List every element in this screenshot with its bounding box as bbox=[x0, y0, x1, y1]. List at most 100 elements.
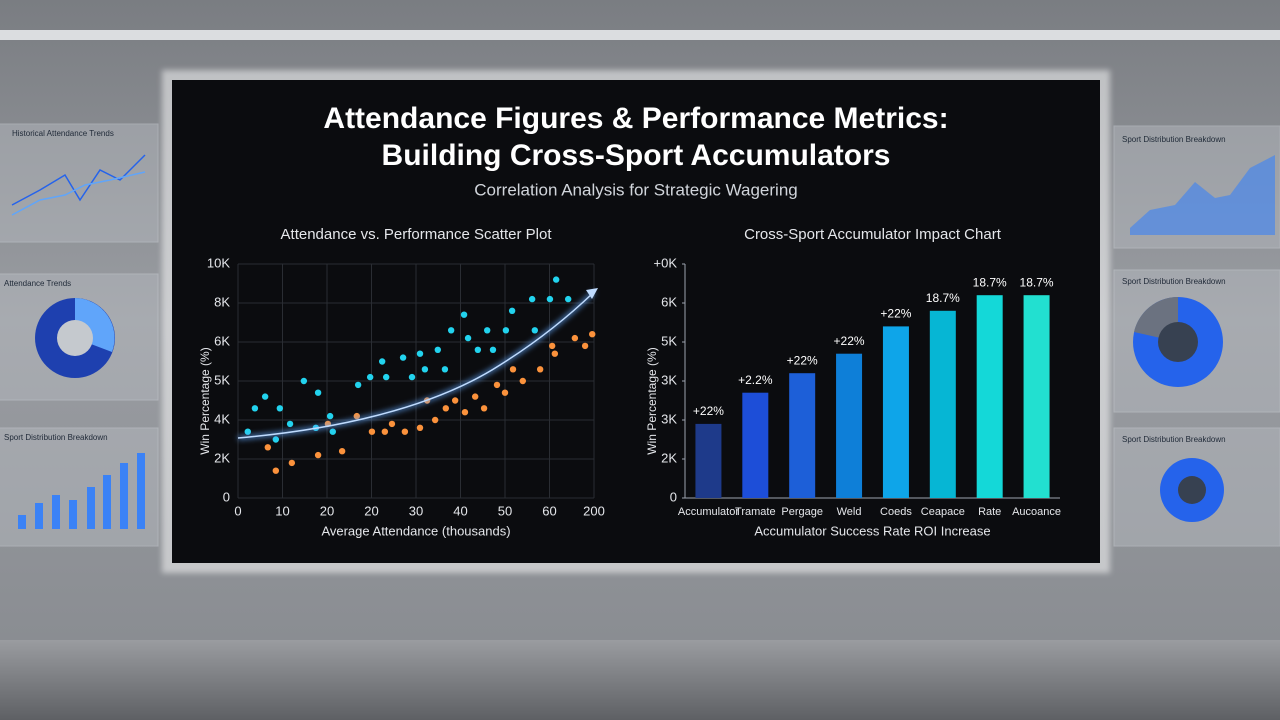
point bbox=[442, 405, 450, 412]
point bbox=[441, 366, 449, 373]
point bbox=[401, 428, 409, 435]
point bbox=[264, 444, 272, 451]
point bbox=[508, 307, 516, 314]
panel bbox=[0, 123, 159, 243]
value-label: 18.7% bbox=[1020, 275, 1054, 289]
point bbox=[261, 393, 269, 400]
y-tick-label: 0 bbox=[670, 489, 677, 504]
point bbox=[399, 354, 407, 361]
point bbox=[447, 327, 455, 334]
ceiling-light bbox=[0, 30, 1280, 40]
point bbox=[314, 451, 322, 459]
point bbox=[548, 342, 556, 350]
point bbox=[416, 350, 424, 357]
panel-area bbox=[1130, 155, 1275, 235]
point bbox=[502, 327, 510, 334]
x-tick-label: Rate bbox=[978, 506, 1001, 518]
value-label: +22% bbox=[693, 404, 724, 418]
y-tick-label: 5K bbox=[214, 372, 230, 387]
point bbox=[528, 295, 536, 303]
x-axis-label: Average Attendance (thousands) bbox=[321, 523, 510, 538]
point bbox=[251, 405, 259, 412]
point bbox=[451, 397, 459, 404]
bar bbox=[976, 295, 1003, 498]
point bbox=[272, 436, 280, 443]
bar bbox=[789, 373, 816, 498]
point bbox=[589, 331, 596, 338]
point bbox=[461, 409, 469, 416]
point bbox=[354, 381, 362, 389]
point bbox=[300, 377, 308, 385]
point bbox=[272, 467, 280, 474]
panel-donut-hole bbox=[57, 320, 93, 356]
y-tick-label: 8K bbox=[214, 294, 230, 309]
point bbox=[353, 412, 361, 420]
x-tick-label: 20 bbox=[364, 503, 378, 518]
point bbox=[368, 428, 376, 435]
y-tick-label: +0K bbox=[654, 255, 678, 270]
x-tick-label: Weld bbox=[837, 506, 862, 518]
point bbox=[551, 350, 559, 357]
value-label: +22% bbox=[880, 307, 911, 321]
x-tick-label: 30 bbox=[409, 503, 423, 518]
panel-donut-hole bbox=[1178, 476, 1206, 504]
y-tick-label: 3K bbox=[661, 411, 677, 426]
floor bbox=[0, 640, 1280, 720]
y-tick-label: 2K bbox=[214, 450, 230, 465]
point bbox=[276, 405, 284, 412]
y-tick-label: 4K bbox=[214, 411, 230, 426]
point bbox=[288, 459, 296, 467]
panel-title: Sport Distribution Breakdown bbox=[1122, 135, 1226, 144]
x-tick-label: Tramate bbox=[735, 506, 776, 518]
point bbox=[314, 389, 322, 396]
value-label: 18.7% bbox=[973, 275, 1007, 289]
x-tick-label: 50 bbox=[498, 503, 512, 518]
point bbox=[421, 366, 429, 373]
panel-title: Attendance Trends bbox=[4, 279, 71, 288]
panel bbox=[0, 427, 159, 547]
point bbox=[378, 358, 386, 365]
point bbox=[552, 276, 560, 283]
y-tick-label: 6K bbox=[661, 294, 677, 309]
x-tick-label: Pergage bbox=[781, 506, 823, 518]
x-tick-label: Ceapace bbox=[921, 506, 965, 518]
point bbox=[581, 342, 589, 350]
title: Building Cross-Sport Accumulators bbox=[382, 139, 891, 172]
y-axis-label: Win Percentage (%) bbox=[645, 347, 659, 454]
bar bbox=[695, 423, 722, 498]
point bbox=[484, 327, 491, 334]
point bbox=[474, 346, 482, 353]
point bbox=[329, 428, 336, 435]
x-tick-label: 0 bbox=[234, 503, 241, 518]
x-tick-label: 60 bbox=[542, 503, 556, 518]
point bbox=[571, 334, 579, 342]
point bbox=[564, 295, 572, 303]
x-tick-label: 20 bbox=[320, 503, 334, 518]
value-label: 18.7% bbox=[926, 291, 960, 305]
panel-title: Sport Distribution Breakdown bbox=[1122, 435, 1226, 444]
point bbox=[244, 428, 251, 435]
point bbox=[382, 373, 390, 381]
chart-title: Attendance vs. Performance Scatter Plot bbox=[281, 226, 553, 243]
point bbox=[489, 346, 497, 353]
trend-arrow bbox=[586, 288, 598, 299]
bar bbox=[836, 353, 863, 498]
y-tick-label: 3K bbox=[661, 372, 677, 387]
value-label: +22% bbox=[787, 353, 818, 367]
x-tick-label: Aucoance bbox=[1012, 506, 1061, 518]
point bbox=[460, 311, 468, 318]
point bbox=[431, 416, 439, 424]
point bbox=[381, 428, 389, 435]
y-tick-label: 10K bbox=[207, 255, 230, 270]
panel-title: Historical Attendance Trends bbox=[12, 129, 114, 138]
point bbox=[493, 381, 501, 389]
y-tick-label: 0 bbox=[223, 489, 230, 504]
bar bbox=[742, 392, 769, 498]
panel-title: Sport Distribution Breakdown bbox=[1122, 277, 1226, 286]
point bbox=[501, 389, 509, 396]
value-label: +2.2% bbox=[738, 373, 773, 387]
point bbox=[509, 366, 517, 373]
panel-title: Sport Distribution Breakdown bbox=[4, 433, 108, 442]
value-label: +22% bbox=[834, 334, 865, 348]
